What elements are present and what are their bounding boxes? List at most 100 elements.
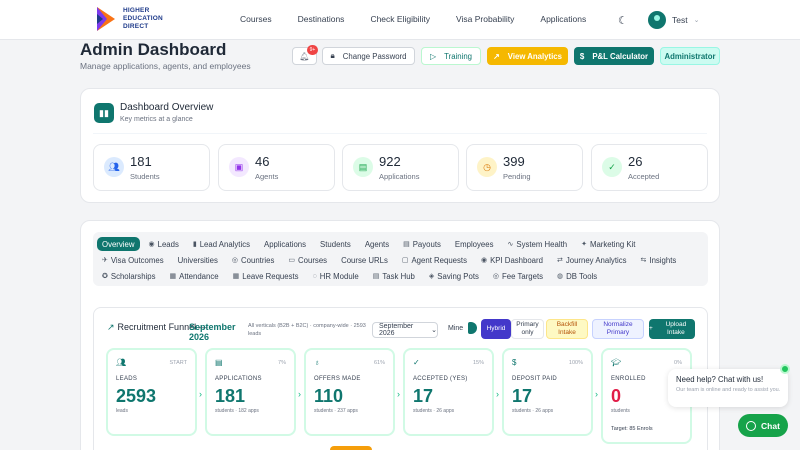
tab-kpi-dashboard[interactable]: ◉ KPI Dashboard (476, 253, 548, 267)
metric-value: 181 (130, 154, 152, 169)
stage-detail: students · 182 apps (215, 408, 259, 414)
tab-label: System Health (516, 239, 568, 249)
tab-system-health[interactable]: ∿ System Health (503, 237, 573, 251)
hr-module-icon: ◌ (312, 272, 317, 280)
nav-link-applications[interactable]: Applications (540, 14, 587, 24)
tab-leave-requests[interactable]: ▦ Leave Requests (228, 269, 304, 283)
tab-hr-module[interactable]: ◌ HR Module (308, 269, 364, 283)
brand-line-3: DIRECT (123, 23, 149, 30)
tab-payouts[interactable]: ▤ Payouts (398, 237, 446, 251)
tab-fee-targets[interactable]: ◎ Fee Targets (488, 269, 548, 283)
tab-label: Journey Analytics (565, 255, 627, 265)
tab-employees[interactable]: Employees (450, 237, 499, 251)
stage-label: LEADS (116, 376, 138, 382)
nav-link-visa-probability[interactable]: Visa Probability (455, 14, 515, 24)
enrol-target: Target: 85 Enrols (611, 426, 653, 432)
metric-card-applications: ▤ 922 Applications (342, 144, 459, 191)
task-hub-icon: ▤ (372, 273, 380, 280)
recruitment-funnel: ↗ Recruitment Funnel — September 2026 All… (93, 307, 708, 450)
chat-prompt[interactable]: Need help? Chat with us! Our team is onl… (668, 369, 788, 407)
pl-calculator-button[interactable]: $ P&L Calculator (574, 47, 654, 65)
nav-link-check-eligibility[interactable]: Check Eligibility (370, 14, 430, 24)
tab-label: Countries (241, 255, 275, 265)
hybrid-button[interactable]: Hybrid (481, 319, 511, 339)
user-menu[interactable]: Test ⌄ (648, 11, 699, 29)
funnel-stage-leads: 👥︎ START LEADS 2593 leads (106, 348, 197, 436)
funnel-description: All verticals (B2B + B2C) · company-wide… (248, 323, 366, 337)
tab-row: ✈ Visa Outcomes Universities ◎ Countries ▭ Cou… (97, 253, 685, 267)
tab-label: Payouts (412, 239, 441, 249)
stage-label: ACCEPTED (YES) (413, 376, 468, 382)
theme-toggle-moon-icon[interactable]: ☾ (618, 15, 628, 27)
clock-icon: ◷ (477, 157, 497, 177)
dashboard-overview-card: ▮▮ Dashboard Overview Key metrics at a g… (80, 88, 720, 203)
tab-countries[interactable]: ◎ Countries (227, 253, 279, 267)
dollar-icon: $ (579, 51, 585, 61)
scholarships-icon: ✪ (102, 273, 108, 280)
check-circle-icon: ✓ (413, 358, 420, 367)
tab-db-tools[interactable]: ◍ DB Tools (552, 269, 602, 283)
primary-only-button[interactable]: Primary only (511, 319, 544, 339)
leads-icon: ◉ (148, 241, 155, 248)
graduation-cap-icon: 🎓︎ (611, 358, 622, 367)
chat-button[interactable]: Chat (738, 414, 788, 437)
tab-visa-outcomes[interactable]: ✈ Visa Outcomes (97, 253, 169, 267)
stage-detail: students (611, 408, 630, 414)
tab-label: Courses (298, 255, 328, 265)
tab-journey-analytics[interactable]: ⇄ Journey Analytics (552, 253, 632, 267)
metric-value: 26 (628, 154, 643, 169)
tab-students[interactable]: Students (315, 237, 356, 251)
funnel-stage-offers-made: ♁ 61% OFFERS MADE 110 students · 237 app… (304, 348, 395, 436)
tab-applications[interactable]: Applications (259, 237, 311, 251)
stage-detail: students · 26 apps (413, 408, 455, 414)
tab-label: Scholarships (110, 271, 156, 281)
tab-lead-analytics[interactable]: ▮ Lead Analytics (188, 237, 255, 251)
countries-icon: ◎ (231, 257, 239, 264)
tab-agent-requests[interactable]: ▢ Agent Requests (397, 253, 472, 267)
leave-requests-icon: ▦ (232, 273, 240, 280)
mine-toggle[interactable] (468, 322, 477, 334)
funnel-trend-icon: ↗ (107, 322, 115, 332)
brand-logo[interactable]: HIGHER EDUCATION DIRECT (95, 6, 163, 32)
tab-task-hub[interactable]: ▤ Task Hub (368, 269, 420, 283)
stage-label: ENROLLED (611, 376, 646, 382)
tab-row: ✪ Scholarships ▦ Attendance ▦ Leave Requests ◌… (97, 269, 606, 283)
tab-course-urls[interactable]: Course URLs (336, 253, 393, 267)
training-button[interactable]: ▷ Training (421, 47, 481, 65)
tab-saving-pots[interactable]: ◈ Saving Pots (424, 269, 484, 283)
load-more-button[interactable] (330, 446, 372, 450)
view-analytics-button[interactable]: ↗ View Analytics (487, 47, 568, 65)
normalize-primary-button[interactable]: Normalize Primary (592, 319, 644, 339)
tab-marketing-kit[interactable]: ✦ Marketing Kit (576, 237, 640, 251)
stage-detail: students · 26 apps (512, 408, 554, 414)
tab-scholarships[interactable]: ✪ Scholarships (97, 269, 161, 283)
backfill-intake-button[interactable]: Backfill Intake (546, 319, 588, 339)
stage-label: DEPOSIT PAID (512, 376, 558, 382)
stage-label: OFFERS MADE (314, 376, 361, 382)
upload-intake-button[interactable]: + Upload Intake (649, 319, 695, 339)
insights-icon: ⇆ (640, 257, 647, 264)
stage-value: 110 (314, 386, 344, 406)
stage-detail: students · 237 apps (314, 408, 358, 414)
tab-label: Agents (364, 239, 390, 249)
tab-universities[interactable]: Universities (173, 253, 223, 267)
agent-requests-icon: ▢ (401, 257, 409, 264)
nav-link-destinations[interactable]: Destinations (297, 14, 345, 24)
change-password-button[interactable]: 🔒︎ Change Password (322, 47, 415, 65)
nav-link-courses[interactable]: Courses (240, 14, 272, 24)
tab-overview[interactable]: Overview (97, 237, 140, 251)
fee-targets-icon: ◎ (492, 273, 499, 280)
month-select[interactable]: September 2026 ⌄ (372, 322, 438, 338)
stage-value: 17 (512, 386, 533, 406)
tab-label: Lead Analytics (199, 239, 250, 249)
chevron-right-icon: › (199, 389, 202, 399)
system-health-icon: ∿ (507, 241, 514, 248)
tab-agents[interactable]: Agents (360, 237, 394, 251)
tab-courses[interactable]: ▭ Courses (283, 253, 332, 267)
tab-label: Leave Requests (242, 271, 299, 281)
tab-leads[interactable]: ◉ Leads (144, 237, 184, 251)
metric-label: Students (130, 172, 160, 181)
tab-insights[interactable]: ⇆ Insights (636, 253, 682, 267)
tab-label: Employees (454, 239, 494, 249)
tab-attendance[interactable]: ▦ Attendance (165, 269, 224, 283)
